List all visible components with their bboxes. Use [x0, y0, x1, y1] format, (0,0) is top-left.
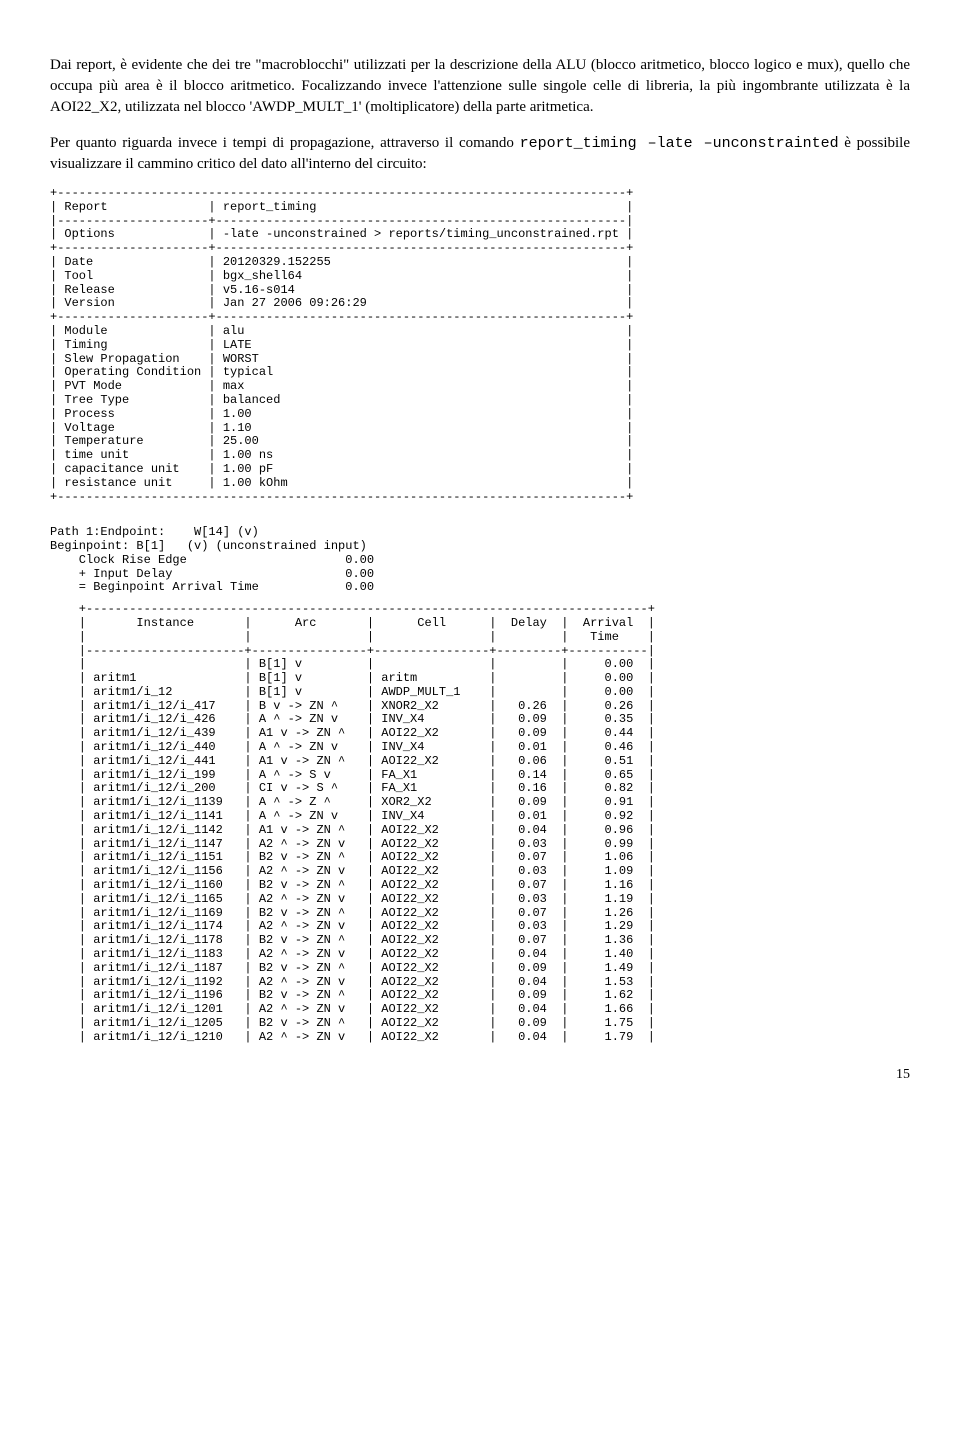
timing-table: +---------------------------------------…	[50, 603, 910, 1045]
path-info-block: Path 1:Endpoint: W[14] (v) Beginpoint: B…	[50, 512, 910, 595]
p2-code: report_timing –late –unconstrainted	[520, 135, 839, 152]
page-number: 15	[50, 1065, 910, 1085]
path-line-3: Clock Rise Edge 0.00	[50, 553, 374, 567]
p2-text-a: Per quanto riguarda invece i tempi di pr…	[50, 135, 520, 151]
path-line-5: = Beginpoint Arrival Time 0.00	[50, 580, 374, 594]
path-line-1: Path 1:Endpoint: W[14] (v)	[50, 525, 259, 539]
paragraph-1: Dai report, è evidente che dei tre "macr…	[50, 55, 910, 118]
path-line-4: + Input Delay 0.00	[50, 567, 374, 581]
paragraph-2: Per quanto riguarda invece i tempi di pr…	[50, 133, 910, 175]
report-header-table: +---------------------------------------…	[50, 187, 910, 504]
path-line-2: Beginpoint: B[1] (v) (unconstrained inpu…	[50, 539, 367, 553]
